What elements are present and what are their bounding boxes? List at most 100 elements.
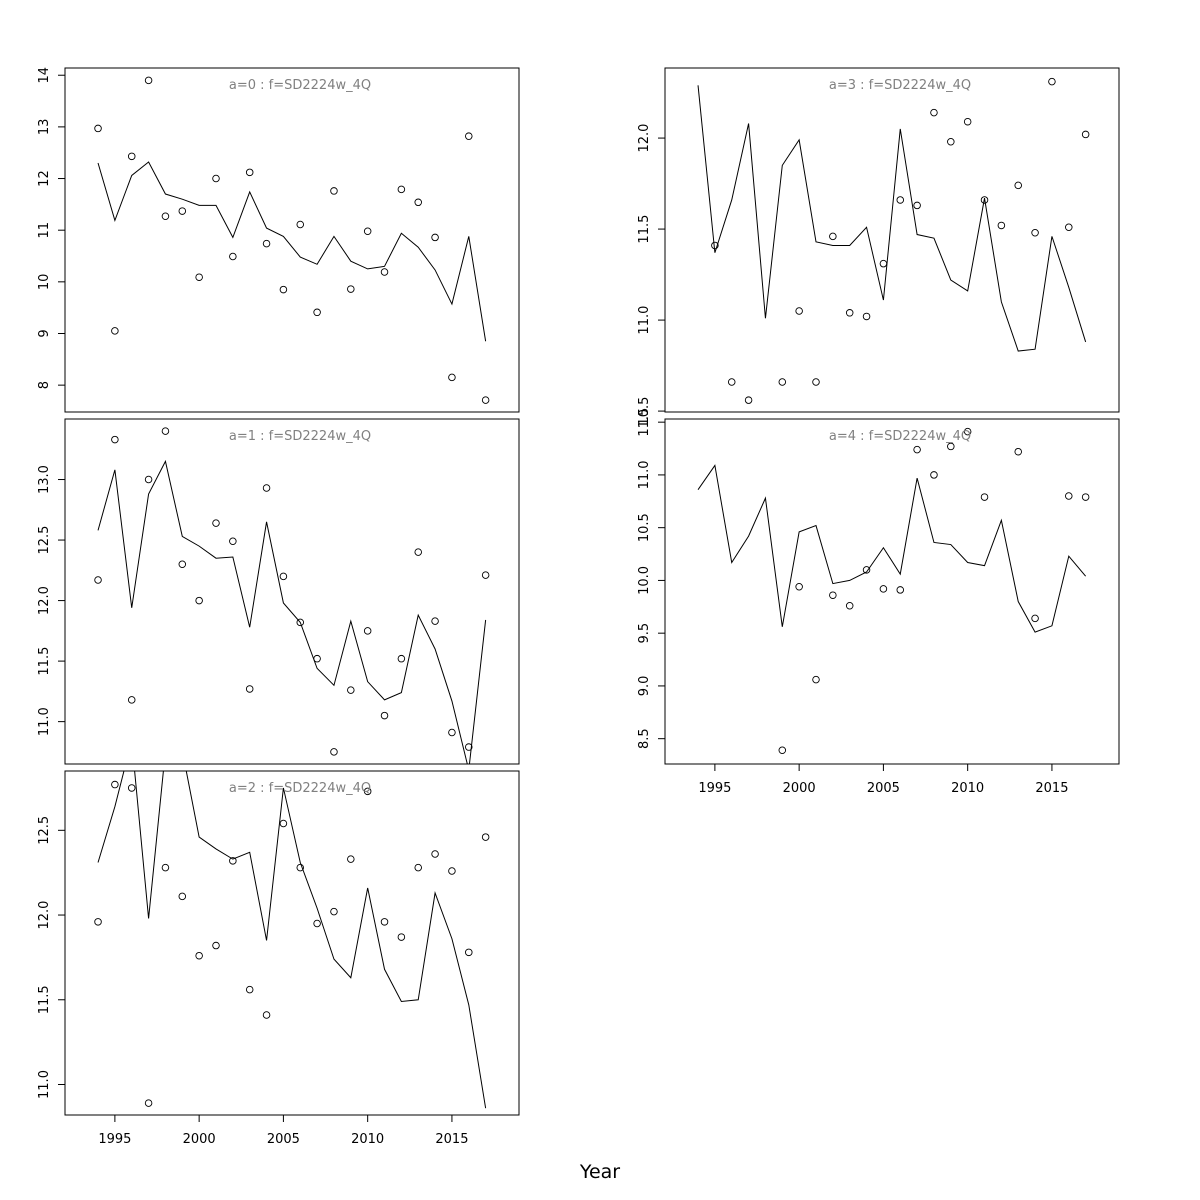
point xyxy=(144,76,153,85)
point xyxy=(431,850,439,858)
point xyxy=(313,919,321,928)
x-tick-label: 2005 xyxy=(267,1132,300,1147)
y-tick-label: 11.5 xyxy=(37,647,52,676)
point xyxy=(947,442,955,451)
panel-title: a=1 : f=SD2224w_4Q xyxy=(229,429,371,444)
point xyxy=(744,396,753,404)
point xyxy=(380,268,389,276)
point xyxy=(862,312,871,321)
point xyxy=(380,918,389,926)
y-tick-label: 11.0 xyxy=(37,1070,52,1099)
point xyxy=(980,196,989,204)
point xyxy=(296,220,305,229)
y-tick-label: 12.0 xyxy=(637,124,652,153)
point xyxy=(178,207,187,215)
point xyxy=(347,686,355,694)
point xyxy=(363,227,372,235)
x-tick-label: 2000 xyxy=(783,781,816,796)
x-tick-label: 2010 xyxy=(351,1132,384,1147)
point xyxy=(812,378,820,386)
point xyxy=(481,396,490,404)
panel-frame xyxy=(64,770,520,1116)
panel-title: a=4 : f=SD2224w_4Q xyxy=(829,429,971,444)
point xyxy=(229,252,237,261)
point xyxy=(1031,228,1039,237)
point xyxy=(144,475,153,484)
y-tick-label: 10.0 xyxy=(637,566,652,595)
x-tick-label: 2000 xyxy=(183,1132,216,1147)
point xyxy=(279,285,288,294)
y-tick-label: 11.5 xyxy=(37,985,52,1014)
point xyxy=(1081,493,1090,501)
point xyxy=(397,933,406,941)
point xyxy=(795,583,803,591)
point xyxy=(380,711,389,720)
plot-area xyxy=(94,771,490,1109)
point xyxy=(212,941,220,950)
point xyxy=(1081,130,1090,139)
point xyxy=(414,863,422,872)
point xyxy=(94,918,102,926)
point xyxy=(262,484,271,492)
y-tick-label: 13 xyxy=(37,119,52,136)
point xyxy=(330,187,338,195)
point xyxy=(330,748,338,756)
point xyxy=(178,892,187,901)
point xyxy=(481,571,490,579)
point xyxy=(363,627,372,635)
y-tick-label: 9 xyxy=(37,329,52,337)
point xyxy=(829,591,837,599)
point xyxy=(778,746,787,755)
point xyxy=(1065,223,1073,232)
y-tick-label: 12.5 xyxy=(37,526,52,555)
y-tick-label: 12.0 xyxy=(37,586,52,615)
point xyxy=(245,168,254,177)
point xyxy=(127,152,136,161)
fit-line xyxy=(697,464,1087,633)
point xyxy=(947,137,955,146)
point xyxy=(195,273,203,281)
point xyxy=(1014,181,1022,190)
point xyxy=(1048,77,1056,86)
point xyxy=(279,572,288,581)
point xyxy=(414,198,422,207)
y-tick-label: 12.5 xyxy=(37,816,52,845)
point xyxy=(913,201,921,210)
point xyxy=(879,585,888,593)
point xyxy=(930,108,938,117)
y-tick-label: 11.5 xyxy=(637,408,652,437)
point xyxy=(111,327,119,335)
y-tick-label: 14 xyxy=(37,67,52,84)
point xyxy=(414,548,422,556)
point xyxy=(997,221,1006,230)
point xyxy=(896,586,905,594)
panel-title: a=2 : f=SD2224w_4Q xyxy=(229,781,371,796)
point xyxy=(913,445,921,454)
point xyxy=(229,857,237,865)
panel-title: a=3 : f=SD2224w_4Q xyxy=(829,78,971,93)
point xyxy=(778,378,787,386)
point xyxy=(161,427,170,435)
point xyxy=(896,196,905,204)
x-axis-label: Year xyxy=(579,1161,620,1183)
point xyxy=(313,308,321,317)
fit-line xyxy=(697,85,1087,352)
point xyxy=(195,951,203,960)
fit-line xyxy=(97,771,487,1109)
point xyxy=(229,537,237,546)
point xyxy=(397,185,406,194)
fit-line xyxy=(97,459,487,764)
point xyxy=(1065,492,1073,500)
point xyxy=(262,239,271,248)
point xyxy=(963,117,972,126)
y-tick-label: 11 xyxy=(37,222,52,239)
point xyxy=(845,309,854,317)
point xyxy=(144,1099,153,1107)
point xyxy=(296,618,305,627)
point xyxy=(829,232,837,241)
plot-area xyxy=(94,76,490,404)
point xyxy=(262,1011,271,1019)
y-tick-label: 9.5 xyxy=(637,623,652,644)
y-tick-label: 8.5 xyxy=(637,728,652,749)
point xyxy=(127,784,136,792)
